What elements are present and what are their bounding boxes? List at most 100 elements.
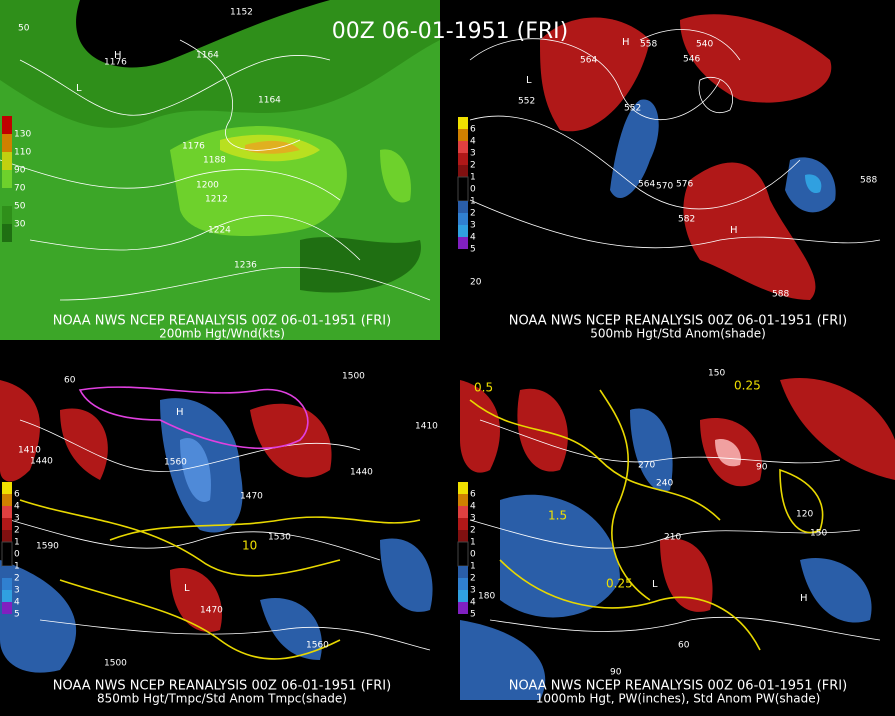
legend-label: 2: [470, 526, 476, 536]
legend-label: 90: [14, 166, 26, 176]
isotherm-label: 10: [242, 539, 257, 553]
contour-label: 552: [624, 104, 641, 114]
contour-label: 564: [580, 56, 597, 66]
legend-label: 4: [14, 598, 20, 608]
lat-label: 50: [18, 24, 30, 34]
legend-label: 5: [14, 610, 20, 620]
contour-label: 576: [676, 180, 693, 190]
contour-label: 1212: [205, 195, 228, 205]
legend-label: 6: [470, 125, 476, 135]
legend-label: 1: [470, 538, 476, 548]
main-title: 00Z 06-01-1951 (FRI): [332, 19, 569, 44]
contour-label: 60: [678, 641, 690, 651]
contour-label: 240: [656, 479, 673, 489]
subtitle: 200mb Hgt/Wnd(kts): [159, 327, 285, 341]
legend-label: 2: [470, 161, 476, 171]
pw-label: 0.25: [606, 577, 633, 591]
legend-label: 2: [14, 574, 20, 584]
legend-label: 3: [470, 586, 476, 596]
legend-label: 4: [470, 598, 476, 608]
caption: NOAA NWS NCEP REANALYSIS 00Z 06-01-1951 …: [53, 314, 391, 329]
contour-label: 546: [683, 55, 700, 65]
contour-label: 90: [610, 668, 622, 678]
legend-label: 110: [14, 148, 31, 158]
panel-850mb: 6 4 3 2 1 0 1 2 3 4 5 1500 1470 1560 144…: [0, 372, 438, 706]
legend-label: 3: [14, 514, 20, 524]
contour-label: 1500: [342, 372, 365, 382]
contour-label: 1188: [203, 156, 226, 166]
contour-label: 1164: [196, 51, 219, 61]
legend-label: 1: [470, 562, 476, 572]
legend-label: 2: [470, 209, 476, 219]
low-marker: L: [76, 83, 82, 94]
contour-label: 1470: [240, 492, 263, 502]
legend-label: 30: [14, 220, 26, 230]
contour-label: 1560: [306, 641, 329, 651]
contour-label: 1200: [196, 181, 219, 191]
contour-label: 150: [708, 369, 725, 379]
contour-label: 588: [772, 290, 789, 300]
legend-label: 1: [470, 197, 476, 207]
low-marker: L: [526, 75, 532, 86]
legend-label: 4: [470, 233, 476, 243]
high-marker: H: [622, 37, 630, 48]
legend-label: 0: [470, 185, 476, 195]
contour-label: 588: [860, 176, 877, 186]
subtitle: 500mb Hgt/Std Anom(shade): [590, 327, 766, 341]
contour-label: 1410: [18, 446, 41, 456]
legend-label: 4: [470, 502, 476, 512]
lat-label: 20: [470, 278, 482, 288]
pw-label: 1.5: [548, 509, 567, 523]
contour-label: 582: [678, 215, 695, 225]
contour-label: 1236: [234, 261, 257, 271]
contour-label: 540: [696, 40, 713, 50]
caption: NOAA NWS NCEP REANALYSIS 00Z 06-01-1951 …: [509, 314, 847, 329]
contour-label: 210: [664, 533, 681, 543]
contour-label: 1152: [230, 8, 253, 18]
panel-1000mb: 6 4 3 2 1 0 1 2 3 4 5 150 90 120 270 240…: [457, 369, 895, 706]
contour-label: 552: [518, 97, 535, 107]
panel-500mb: 6 4 3 2 1 0 1 2 3 4 5 564 552 552 564 57…: [457, 14, 881, 341]
contour-label: 1530: [268, 533, 291, 543]
legend-label: 3: [470, 514, 476, 524]
legend-label: 50: [14, 202, 26, 212]
contour-label: 1500: [104, 659, 127, 669]
contour-label: 1176: [104, 58, 127, 68]
contour-label: 90: [756, 463, 768, 473]
contour-label: 270: [638, 461, 655, 471]
contour-label: 1176: [182, 142, 205, 152]
high-marker: H: [114, 50, 122, 61]
legend-label: 70: [14, 184, 26, 194]
legend-label: 0: [14, 550, 20, 560]
legend-label: 130: [14, 130, 31, 140]
pw-label: 0.5: [474, 381, 493, 395]
legend-label: 6: [470, 490, 476, 500]
caption: NOAA NWS NCEP REANALYSIS 00Z 06-01-1951 …: [53, 679, 391, 694]
legend-label: 6: [14, 490, 20, 500]
contour-label: 1224: [208, 226, 231, 236]
contour-label: 1590: [36, 542, 59, 552]
high-marker: H: [176, 407, 184, 418]
subtitle: 850mb Hgt/Tmpc/Std Anom Tmpc(shade): [97, 692, 347, 706]
legend-label: 3: [470, 221, 476, 231]
high-marker: H: [800, 593, 808, 604]
legend-label: 1: [14, 538, 20, 548]
contour-label: 1410: [415, 422, 438, 432]
contour-label: 180: [478, 592, 495, 602]
contour-label: 1560: [164, 458, 187, 468]
legend-label: 5: [470, 610, 476, 620]
high-marker: H: [730, 225, 738, 236]
low-marker: L: [652, 579, 658, 590]
low-marker: L: [184, 583, 190, 594]
legend-label: 5: [470, 245, 476, 255]
contour-label: 1470: [200, 606, 223, 616]
panel-200mb: 130 110 90 70 50 30 1152 1164 1176 1188 …: [0, 0, 440, 341]
contour-label: 558: [640, 40, 657, 50]
legend-label: 1: [14, 562, 20, 572]
caption: NOAA NWS NCEP REANALYSIS 00Z 06-01-1951 …: [509, 679, 847, 694]
contour-label: 150: [810, 529, 827, 539]
legend-label: 3: [470, 149, 476, 159]
contour-label: 1440: [350, 468, 373, 478]
legend-label: 0: [470, 550, 476, 560]
